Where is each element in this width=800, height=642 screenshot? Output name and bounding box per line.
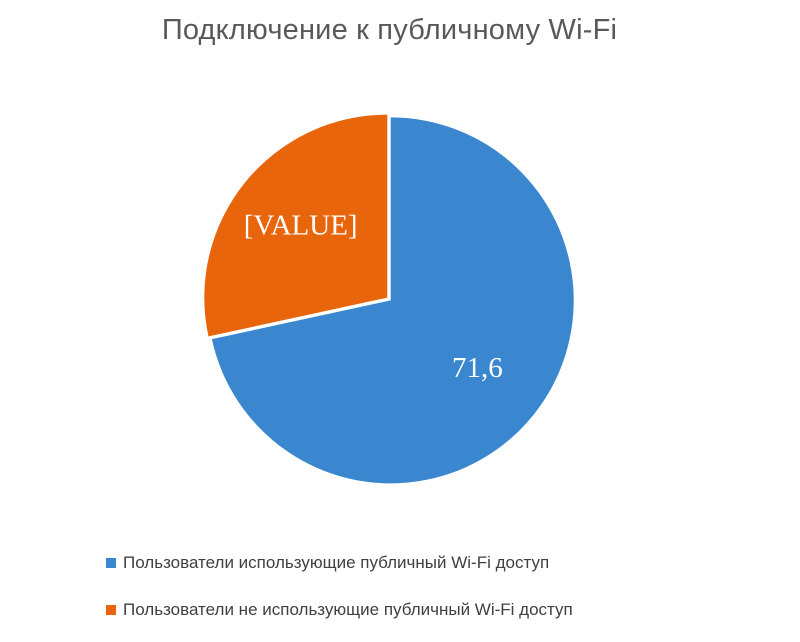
legend-swatch-users xyxy=(106,558,116,568)
chart-title: Подключение к публичному Wi-Fi xyxy=(161,14,618,46)
legend-label-users: Пользователи использующие публичный Wi-F… xyxy=(123,553,550,572)
legend-swatch-non-users xyxy=(106,605,116,615)
pie-label-users: 71,6 xyxy=(452,352,503,384)
chart-legend: Пользователи использующие публичный Wi-F… xyxy=(106,548,573,642)
pie-slice-users xyxy=(211,117,574,484)
legend-label-non-users: Пользователи не использующие публичный W… xyxy=(123,600,573,619)
legend-item-users: Пользователи использующие публичный Wi-F… xyxy=(106,548,573,578)
pie-label-non-users: [VALUE] xyxy=(244,209,358,241)
legend-item-non-users: Пользователи не использующие публичный W… xyxy=(106,595,573,625)
pie-slice-non-users xyxy=(204,114,388,337)
